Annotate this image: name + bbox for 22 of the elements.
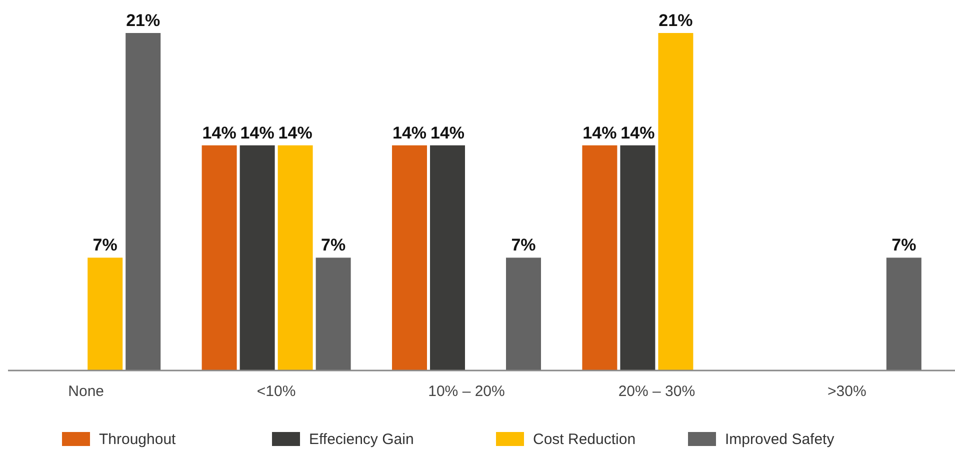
data-label: 14% <box>202 123 236 142</box>
data-label: 21% <box>126 11 160 30</box>
x-tick-label: None <box>68 383 104 400</box>
data-label: 21% <box>658 11 693 30</box>
x-tick-label: <10% <box>256 383 296 400</box>
data-label: 14% <box>392 123 427 142</box>
x-tick-label: 10% – 20% <box>428 383 505 400</box>
data-label: 14% <box>430 123 465 142</box>
legend-label: Cost Reduction <box>533 431 636 448</box>
legend-label: Effeciency Gain <box>309 431 414 448</box>
x-tick-label: >30% <box>828 383 866 400</box>
data-label: 14% <box>240 123 274 142</box>
data-label: 7% <box>92 236 118 255</box>
data-label: 7% <box>892 236 916 255</box>
x-tick-label: 20% – 30% <box>618 383 696 400</box>
data-label: 7% <box>321 236 346 255</box>
data-label: 14% <box>278 123 312 142</box>
legend-label: Throughout <box>99 431 177 448</box>
data-label: 7% <box>511 236 536 255</box>
legend-label: Improved Safety <box>725 431 835 448</box>
data-label: 14% <box>582 123 617 142</box>
data-label: 14% <box>620 123 655 142</box>
